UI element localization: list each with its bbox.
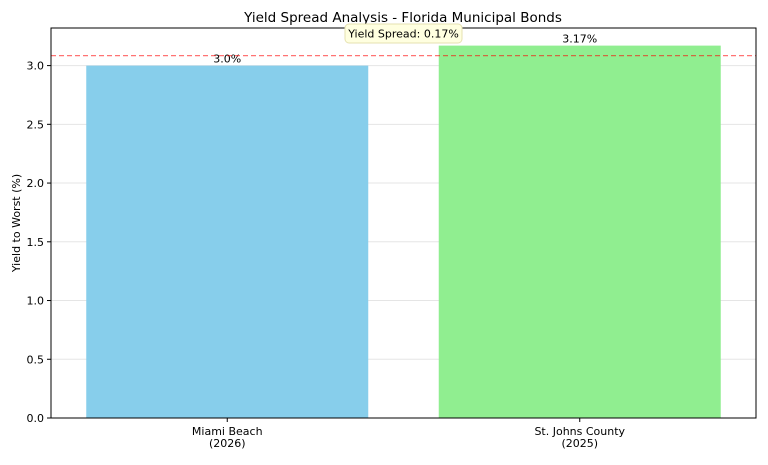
x-axis: Miami Beach(2026) St. Johns County(2025): [192, 418, 626, 450]
y-tick-label: 2.5: [27, 118, 45, 131]
x-tick-label: (2025): [561, 437, 598, 450]
y-axis: 0.0 0.5 1.0 1.5 2.0 2.5 3.0: [27, 60, 51, 425]
bar: [438, 45, 721, 418]
y-axis-label: Yield to Worst (%): [10, 174, 23, 273]
y-tick-label: 1.5: [27, 236, 45, 249]
annotation-box: [344, 23, 463, 44]
y-tick-label: 0.5: [27, 353, 45, 366]
y-tick-label: 2.0: [27, 177, 45, 190]
data-label: 3.0%: [213, 53, 241, 66]
y-tick-label: 1.0: [27, 295, 45, 308]
annotation: Yield Spread: 0.17%: [344, 23, 463, 44]
x-tick-label: Miami Beach: [192, 425, 263, 438]
x-tick-label: (2026): [209, 437, 246, 450]
bars: 3.0% 3.17%: [86, 33, 721, 418]
annotation-text: Yield Spread: 0.17%: [347, 28, 459, 41]
chart-title: Yield Spread Analysis - Florida Municipa…: [243, 10, 562, 26]
x-tick-label: St. Johns County: [534, 425, 625, 438]
bar: [86, 65, 369, 418]
data-label: 3.17%: [562, 33, 597, 46]
y-tick-label: 0.0: [27, 412, 45, 425]
y-tick-label: 3.0: [27, 60, 45, 73]
